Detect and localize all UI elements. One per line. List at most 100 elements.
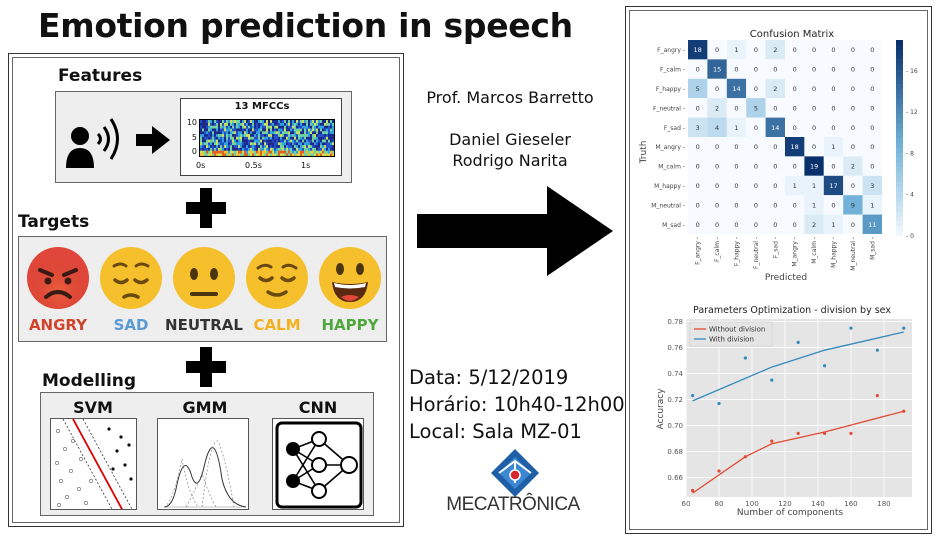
matrix-cell [707, 156, 727, 176]
matrix-cell-value: 11 [868, 221, 876, 229]
matrix-cell [785, 137, 805, 157]
angry-face-icon [27, 247, 89, 309]
matrix-cell-value: 1 [793, 182, 797, 190]
matrix-cell [785, 59, 805, 79]
matrix-cell-value: 0 [754, 143, 758, 151]
matrix-row-label: M_calm - [658, 164, 685, 171]
matrix-cell [765, 98, 785, 118]
matrix-cell [843, 78, 863, 99]
matrix-cell-value: 0 [734, 163, 738, 171]
matrix-cell-value: 0 [793, 85, 797, 93]
emotion-label: ANGRY [28, 316, 88, 334]
matrix-row-label: F_angry - [657, 47, 685, 54]
y-tick-label: 0.78 [667, 318, 683, 326]
matrix-cell-value: 0 [715, 182, 719, 190]
matrix-cell-value: 0 [754, 85, 758, 93]
matrix-cell [726, 98, 747, 118]
matrix-cell [823, 40, 844, 60]
matrix-cell-value: 0 [831, 104, 835, 112]
matrix-cell-value: 0 [715, 163, 719, 171]
data-point [796, 340, 800, 344]
matrix-cell [862, 195, 882, 215]
matrix-cell-value: 0 [754, 163, 758, 171]
matrix-cell-value: 0 [870, 163, 874, 171]
data-point [743, 455, 747, 459]
matrix-cell [804, 59, 824, 79]
matrix-cell-value: 0 [734, 66, 738, 74]
matrix-cell [688, 156, 708, 176]
matrix-cell [707, 117, 727, 137]
matrix-cell-value: 18 [791, 143, 799, 151]
matrix-cell-value: 0 [793, 221, 797, 229]
matrix-cell-value: 0 [851, 182, 855, 190]
matrix-row-label: F_happy - [656, 86, 685, 93]
event-time: Horário: 10h40-12h00 [409, 393, 625, 416]
matrix-cell-value: 1 [812, 201, 816, 209]
matrix-row-label: M_happy - [654, 183, 685, 190]
matrix-cell-value: 1 [870, 201, 874, 209]
x-tick-label: 160 [844, 500, 857, 508]
right-panel [629, 10, 928, 530]
confusion-matrix-ylabel: Truth [639, 141, 649, 165]
y-tick-label: 0.76 [667, 344, 683, 352]
matrix-cell [823, 117, 844, 137]
matrix-cell [746, 214, 766, 234]
matrix-cell-value: 2 [715, 104, 719, 112]
matrix-cell-value: 0 [773, 221, 777, 229]
matrix-cell [843, 214, 863, 234]
matrix-cell [726, 214, 747, 234]
model-label: GMM [182, 398, 228, 417]
matrix-cell-value: 0 [831, 46, 835, 54]
matrix-col-label: M_neutral - [850, 237, 857, 271]
matrix-cell-value: 0 [734, 143, 738, 151]
matrix-cell [843, 137, 863, 157]
matrix-cell [688, 137, 708, 157]
matrix-row-label: F_sad - [664, 125, 685, 132]
data-point [690, 488, 695, 493]
matrix-cell-value: 0 [870, 66, 874, 74]
confusion-matrix-xlabel: Predicted [765, 273, 807, 283]
confusion-matrix-title: Confusion Matrix [750, 29, 834, 40]
matrix-cell-value: 0 [851, 124, 855, 132]
matrix-row-label: M_neutral - [651, 202, 685, 209]
data-point [717, 401, 721, 406]
matrix-col-label: F_neutral - [753, 237, 760, 269]
mecatronica-logo-text: MECATRÔNICA [446, 494, 580, 515]
matrix-cell [746, 117, 766, 137]
matrix-cell-value: 1 [812, 182, 816, 190]
matrix-cell [804, 137, 824, 157]
matrix-row-label: F_calm - [660, 67, 685, 74]
matrix-cell-value: 3 [870, 182, 874, 190]
big-arrow-right-icon [417, 186, 613, 276]
svm-illustration [50, 418, 137, 510]
matrix-cell [765, 156, 785, 176]
x-tick-label: 60 [682, 500, 691, 508]
matrix-cell [862, 175, 882, 196]
mfcc-x-tick: 0s [196, 161, 206, 170]
matrix-cell [746, 175, 766, 196]
matrix-cell-value: 0 [870, 85, 874, 93]
matrix-cell [823, 175, 844, 196]
matrix-cell [707, 195, 727, 215]
matrix-cell [688, 175, 708, 196]
features-heading: Features [58, 66, 143, 86]
data-point [902, 326, 906, 330]
matrix-cell [765, 214, 785, 234]
series-line [692, 331, 904, 402]
line-chart-title: Parameters Optimization - division by se… [693, 305, 891, 316]
matrix-cell [823, 98, 844, 118]
matrix-cell-value: 0 [773, 104, 777, 112]
matrix-cell-value: 0 [812, 124, 816, 132]
matrix-cell [843, 40, 863, 60]
matrix-cell [823, 59, 844, 79]
matrix-cell [726, 117, 747, 137]
matrix-cell [707, 214, 727, 234]
data-point [849, 431, 853, 435]
mfcc-y-tick: 5 [191, 133, 197, 142]
matrix-cell [862, 98, 882, 118]
matrix-cell-value: 1 [734, 46, 738, 54]
matrix-cell-value: 15 [713, 66, 721, 74]
matrix-cell [707, 137, 727, 157]
matrix-cell [765, 59, 785, 79]
matrix-cell-value: 14 [732, 85, 740, 93]
